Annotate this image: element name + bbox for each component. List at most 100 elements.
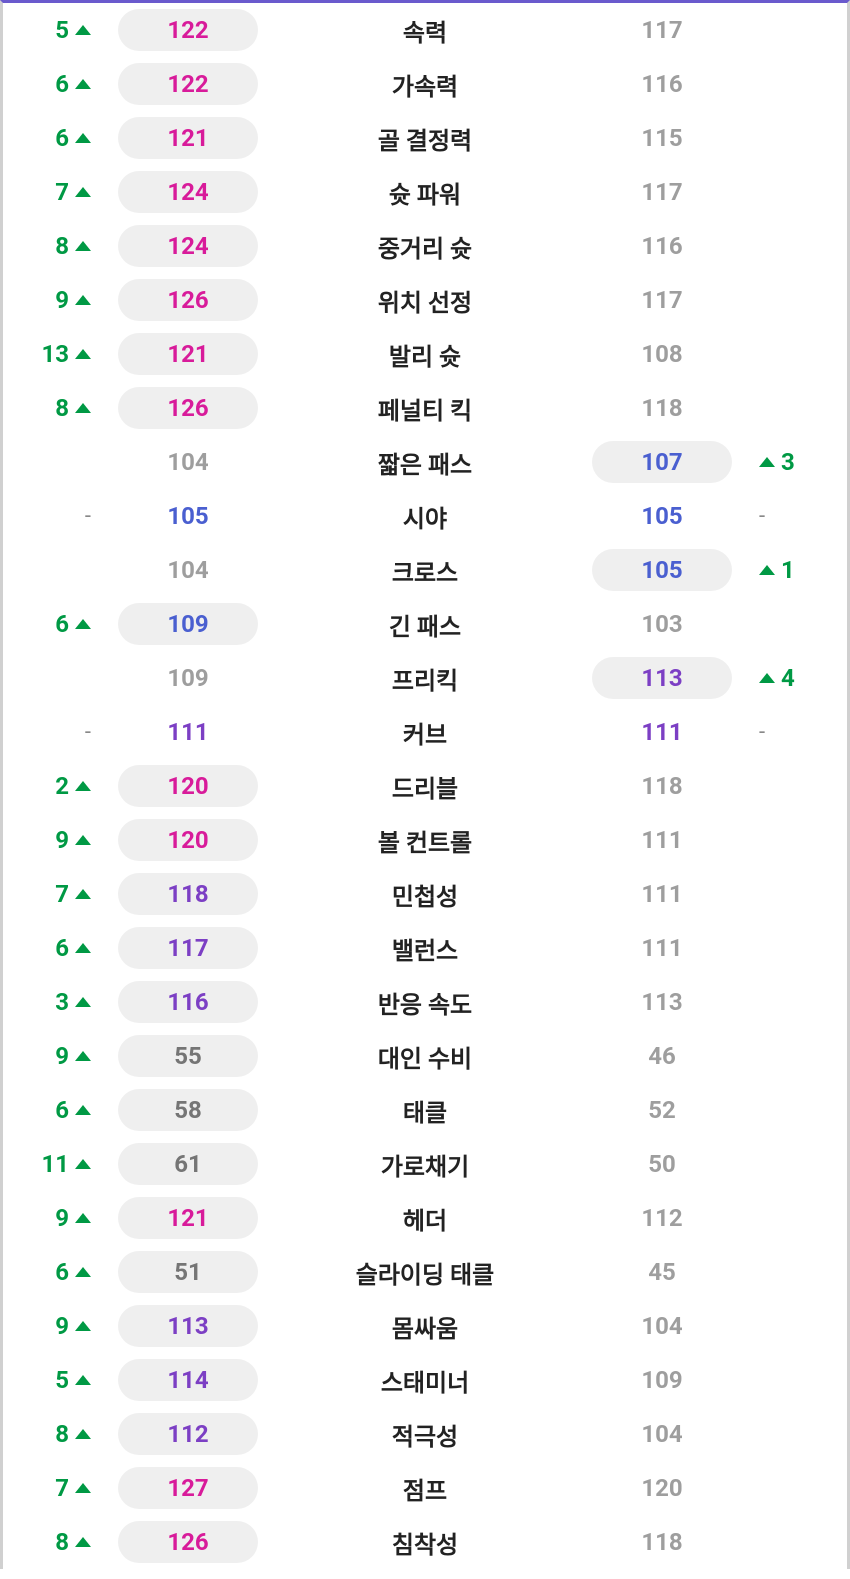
stat-row: 5122속력117 bbox=[3, 3, 847, 57]
left-diff: 7 bbox=[3, 1474, 103, 1502]
stat-row: 9121헤더112 bbox=[3, 1191, 847, 1245]
left-diff: 2 bbox=[3, 772, 103, 800]
chevron-up-icon bbox=[75, 295, 91, 305]
left-stat-value: 124 bbox=[118, 225, 258, 267]
right-stat-value: 105 bbox=[577, 495, 747, 537]
stat-row: 8126페널티 킥118 bbox=[3, 381, 847, 435]
left-stat-value: 111 bbox=[103, 711, 273, 753]
chevron-up-icon bbox=[75, 1375, 91, 1385]
diff-dash: - bbox=[85, 720, 91, 745]
stat-row: 658태클52 bbox=[3, 1083, 847, 1137]
diff-value: 3 bbox=[781, 448, 795, 476]
right-stat-value: 117 bbox=[577, 279, 747, 321]
stats-comparison-table: 5122속력1176122가속력1166121골 결정력1157124슛 파워1… bbox=[0, 0, 850, 1569]
diff-value: 9 bbox=[55, 1204, 69, 1232]
right-stat-value: 113 bbox=[592, 657, 732, 699]
chevron-up-icon bbox=[75, 619, 91, 629]
right-stat-value: 45 bbox=[577, 1251, 747, 1293]
stat-row: -105시야105- bbox=[3, 489, 847, 543]
right-stat-value: 105 bbox=[592, 549, 732, 591]
right-stat-value: 118 bbox=[577, 765, 747, 807]
stat-row: 5114스태미너109 bbox=[3, 1353, 847, 1407]
chevron-up-icon bbox=[75, 25, 91, 35]
chevron-up-icon bbox=[75, 133, 91, 143]
left-diff: 9 bbox=[3, 286, 103, 314]
diff-value: 7 bbox=[55, 178, 69, 206]
chevron-up-icon bbox=[75, 1537, 91, 1547]
stat-row: 3 116 반응 속도113 bbox=[3, 975, 847, 1029]
left-diff: 8 bbox=[3, 1420, 103, 1448]
diff-value: 8 bbox=[55, 1528, 69, 1556]
right-stat-value: 113 bbox=[577, 981, 747, 1023]
left-stat-value: 51 bbox=[118, 1251, 258, 1293]
left-diff: 11 bbox=[3, 1150, 103, 1178]
stat-name: 대인 수비 bbox=[273, 1039, 577, 1074]
left-diff: 6 bbox=[3, 70, 103, 98]
chevron-up-icon bbox=[75, 943, 91, 953]
stat-name: 드리블 bbox=[273, 769, 577, 804]
right-stat-value: 107 bbox=[592, 441, 732, 483]
chevron-up-icon bbox=[75, 79, 91, 89]
stat-name: 짧은 패스 bbox=[273, 445, 577, 480]
diff-value: 6 bbox=[55, 934, 69, 962]
left-stat-value: 124 bbox=[118, 171, 258, 213]
stat-row: 13121발리 슛108 bbox=[3, 327, 847, 381]
left-stat-value: 120 bbox=[118, 765, 258, 807]
right-stat-value: 116 bbox=[577, 63, 747, 105]
diff-value: 6 bbox=[55, 124, 69, 152]
stat-row: 6121골 결정력115 bbox=[3, 111, 847, 165]
stat-name: 속력 bbox=[273, 13, 577, 48]
chevron-up-icon bbox=[75, 1051, 91, 1061]
stat-row: 651슬라이딩 태클45 bbox=[3, 1245, 847, 1299]
right-stat-value: 111 bbox=[577, 819, 747, 861]
stat-name: 점프 bbox=[273, 1471, 577, 1506]
left-diff: 3 bbox=[3, 988, 103, 1016]
right-diff: 3 bbox=[747, 448, 847, 476]
diff-dash: - bbox=[85, 504, 91, 529]
stat-name: 페널티 킥 bbox=[273, 391, 577, 426]
right-stat-value: 118 bbox=[577, 387, 747, 429]
stat-name: 시야 bbox=[273, 499, 577, 534]
stat-name: 반응 속도 bbox=[273, 985, 577, 1020]
diff-value: 11 bbox=[41, 1150, 69, 1178]
left-diff: 6 bbox=[3, 934, 103, 962]
right-stat-value: 46 bbox=[577, 1035, 747, 1077]
left-stat-value: 116 bbox=[118, 981, 258, 1023]
stat-row: 8124중거리 슛116 bbox=[3, 219, 847, 273]
left-stat-value: 122 bbox=[118, 63, 258, 105]
stat-name: 침착성 bbox=[273, 1525, 577, 1560]
right-stat-value: 111 bbox=[577, 927, 747, 969]
right-diff: - bbox=[747, 720, 847, 745]
chevron-up-icon bbox=[75, 187, 91, 197]
right-stat-value: 120 bbox=[577, 1467, 747, 1509]
left-stat-value: 58 bbox=[118, 1089, 258, 1131]
left-stat-value: 112 bbox=[118, 1413, 258, 1455]
stat-name: 적극성 bbox=[273, 1417, 577, 1452]
chevron-up-icon bbox=[75, 781, 91, 791]
diff-value: 8 bbox=[55, 232, 69, 260]
right-stat-value: 112 bbox=[577, 1197, 747, 1239]
left-diff: 9 bbox=[3, 826, 103, 854]
stat-row: 7127점프120 bbox=[3, 1461, 847, 1515]
left-stat-value: 121 bbox=[118, 117, 258, 159]
diff-value: 4 bbox=[781, 664, 795, 692]
diff-value: 1 bbox=[781, 556, 795, 584]
stat-name: 프리킥 bbox=[273, 661, 577, 696]
diff-value: 7 bbox=[55, 880, 69, 908]
diff-value: 9 bbox=[55, 826, 69, 854]
diff-value: 9 bbox=[55, 1312, 69, 1340]
diff-value: 5 bbox=[55, 16, 69, 44]
chevron-up-icon bbox=[75, 997, 91, 1007]
stat-name: 중거리 슛 bbox=[273, 229, 577, 264]
stat-name: 긴 패스 bbox=[273, 607, 577, 642]
left-stat-value: 122 bbox=[118, 9, 258, 51]
chevron-up-icon bbox=[75, 1267, 91, 1277]
right-stat-value: 115 bbox=[577, 117, 747, 159]
stat-row: 6117밸런스111 bbox=[3, 921, 847, 975]
left-stat-value: 113 bbox=[118, 1305, 258, 1347]
stat-name: 커브 bbox=[273, 715, 577, 750]
left-stat-value: 109 bbox=[118, 603, 258, 645]
left-stat-value: 104 bbox=[103, 441, 273, 483]
stat-row: 104크로스1051 bbox=[3, 543, 847, 597]
left-stat-value: 104 bbox=[103, 549, 273, 591]
